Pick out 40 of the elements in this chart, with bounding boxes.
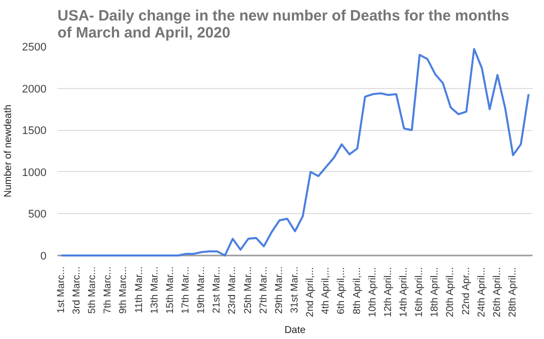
x-tick-label: 19th Mar...: [196, 266, 208, 314]
x-tick-label: 12th April...: [382, 267, 394, 318]
x-tick-label: 29th Mar...: [274, 266, 285, 314]
x-tick-label: 22nd Apr...: [460, 267, 472, 315]
y-tick-label: 0: [40, 250, 47, 262]
x-tick-label: 16th April...: [414, 267, 426, 318]
x-tick-label: 28th April...: [508, 267, 519, 318]
y-tick-label: 1500: [22, 125, 47, 138]
x-tick-label: 3rd Marc...: [71, 266, 82, 314]
x-tick-label: 25th Mar...: [242, 266, 254, 314]
x-tick-label: 11th Mar...: [134, 266, 145, 314]
x-tick-label: 23rd Mar...: [227, 266, 238, 314]
chart-title: USA- Daily change in the new number of Deaths for the months of March and April, 2020: [58, 8, 510, 42]
x-tick-label: 6th April,...: [336, 267, 348, 314]
line-series: [60, 48, 530, 256]
x-tick-label: 15th Mar...: [164, 266, 176, 314]
y-tick-label: 1000: [22, 166, 47, 179]
x-tick-label: 21st Mar...: [212, 266, 223, 314]
x-tick-label: 27th Mar...: [258, 266, 270, 314]
x-tick-label: 14th April...: [398, 267, 410, 318]
y-axis-title: Number of newdeath: [3, 104, 14, 198]
y-tick-label: 2500: [22, 42, 47, 54]
x-tick-label: 13th Mar...: [149, 266, 160, 314]
x-tick-label: 5th Marc...: [87, 266, 98, 314]
x-tick-label: 9th Marc...: [118, 266, 130, 314]
x-tick-label: 20th April...: [445, 267, 456, 318]
x-tick-label: 4th April,...: [320, 267, 332, 314]
x-tick-label: 26th April...: [492, 267, 503, 318]
x-tick-label: 18th April...: [430, 267, 441, 318]
x-tick-label: 1st Marc...: [56, 266, 67, 314]
x-tick-label: 7th Marc...: [102, 266, 114, 314]
y-tick-label: 2000: [22, 83, 47, 96]
x-tick-label: 8th April,...: [352, 267, 363, 314]
x-axis-title: Date: [284, 325, 306, 336]
x-tick-label: 17th Mar...: [180, 266, 192, 314]
x-tick-label: 10th April...: [367, 267, 378, 318]
x-tick-label: 24th April...: [476, 267, 488, 318]
x-tick-label: 2nd April,...: [305, 267, 316, 318]
x-tick-label: 31st Mar...: [290, 266, 300, 314]
y-tick-label: 500: [28, 208, 47, 221]
